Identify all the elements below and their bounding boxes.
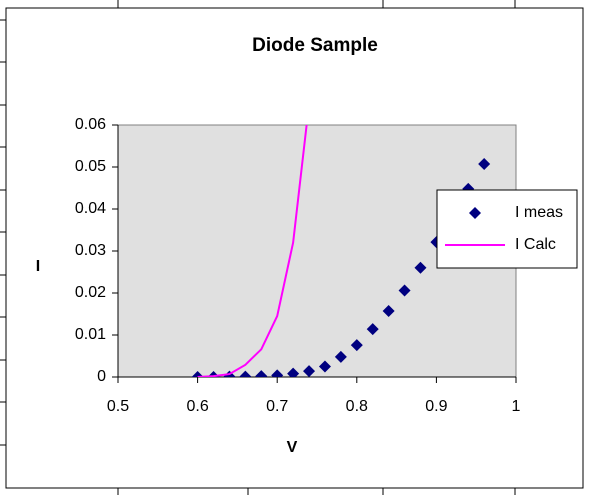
x-axis-title: V: [287, 439, 298, 456]
marker: [350, 339, 363, 352]
y-tick-label: 0.02: [75, 284, 106, 301]
legend: I meas I Calc: [436, 189, 578, 269]
y-tick-label: 0.01: [75, 326, 106, 343]
series-layer: [191, 125, 491, 377]
x-tick-label: 0.8: [346, 398, 368, 415]
marker: [382, 305, 395, 318]
y-tick-label: 0: [97, 368, 106, 385]
sheet-grid: [0, 0, 516, 495]
marker: [239, 370, 252, 377]
x-tick-label: 0.9: [425, 398, 447, 415]
marker: [318, 360, 331, 373]
marker: [191, 371, 204, 377]
x-tick-label: 0.7: [266, 398, 288, 415]
x-tick-label: 0.5: [107, 398, 129, 415]
legend-label: I meas: [515, 204, 563, 221]
legend-label: I Calc: [515, 236, 556, 253]
series-line: [197, 125, 308, 377]
y-tick-label: 0.06: [75, 116, 106, 133]
marker: [334, 350, 347, 363]
marker: [414, 261, 427, 274]
marker: [271, 369, 284, 377]
y-tick-label: 0.05: [75, 158, 106, 175]
y-axis-title: I: [36, 258, 40, 275]
y-tick-label: 0.03: [75, 242, 106, 259]
legend-swatch: [469, 207, 481, 219]
chart-title: Diode Sample: [252, 35, 378, 56]
legend-box: [436, 189, 578, 269]
x-tick-label: 1: [512, 398, 521, 415]
marker: [303, 365, 316, 377]
marker: [366, 323, 379, 336]
marker: [398, 284, 411, 297]
x-tick-label: 0.6: [186, 398, 208, 415]
y-tick-label: 0.04: [75, 200, 106, 217]
marker: [287, 367, 300, 377]
marker: [478, 158, 491, 171]
marker: [255, 370, 268, 377]
